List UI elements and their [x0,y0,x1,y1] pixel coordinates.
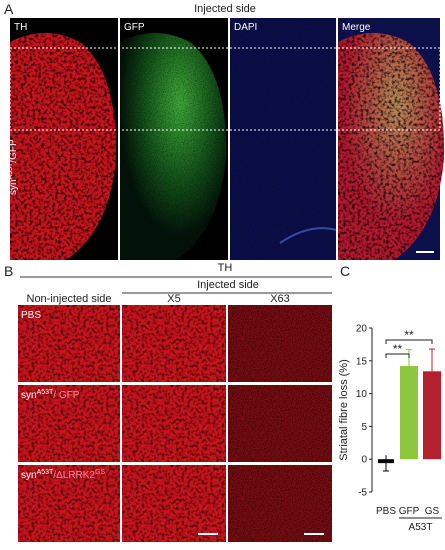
label-part: /ΔLRRK2 [53,470,95,481]
label-part: syn [8,179,19,195]
texture [122,465,226,542]
texture [228,305,332,382]
row-label: synA53T/ GFP [21,389,80,401]
label-part: syn [21,470,37,481]
texture [228,465,332,542]
image-merge [338,18,445,260]
channel-label: Merge [342,22,371,33]
texture [18,305,120,382]
panel-title: Injected side [194,3,256,15]
row-label: synA53T/ΔLRRK2GS [21,469,105,481]
image-dapi [230,18,337,260]
panel-title: TH [218,262,233,274]
label-sup: A53T [37,469,54,476]
x-tick-label: PBS [376,506,396,517]
texture [18,385,120,462]
panel-letter: A [4,1,14,17]
y-tick-label: 15 [356,356,368,367]
label-sup: GS [95,469,105,476]
channel-label: GFP [124,22,145,33]
group-label: A53T [409,522,433,533]
micrograph [122,385,226,462]
micrograph [18,465,120,542]
image-th [10,18,118,260]
micrograph [18,385,120,462]
significance-bracket [385,353,410,358]
panel-letter: C [340,263,350,279]
channel-label: TH [14,22,27,33]
bar [423,371,441,460]
micrograph [122,465,226,542]
label-part: / GFP [53,390,79,401]
significance-label: ** [404,328,414,342]
channel-label: DAPI [234,22,257,33]
micrograph [228,465,332,542]
image-gfp [120,18,228,260]
micrograph [18,305,120,382]
label-sup: A53T [37,389,54,396]
bar [378,459,394,464]
y-axis-label: Striatal fibre loss (%) [338,359,350,460]
column-header: X5 [167,293,180,305]
micrograph [228,305,332,382]
column-header: X63 [270,293,290,305]
micrograph [228,385,332,462]
row-label: synA53T/GFP [7,139,19,195]
y-tick-label: 0 [361,455,367,466]
label-part: PBS [21,310,41,321]
texture [122,385,226,462]
y-tick-label: -5 [358,488,367,499]
column-header: Non-injected side [27,293,112,305]
texture [18,465,120,542]
row-label: PBS [21,310,41,321]
micrograph [122,305,226,382]
y-tick-label: 5 [361,422,367,433]
texture [122,305,226,382]
panel-subtitle: Injected side [197,279,259,291]
y-tick-label: 10 [356,389,368,400]
x-tick-label: GS [425,506,440,517]
panel-letter: B [4,263,13,279]
bar [400,366,418,460]
label-sup: A53T [7,162,14,179]
significance-label: ** [393,342,403,356]
significance-bracket [385,339,433,344]
y-tick-label: 20 [356,324,368,335]
label-part: syn [21,390,37,401]
label-part: /GFP [8,139,19,163]
texture [228,385,332,462]
x-tick-label: GFP [399,506,420,517]
